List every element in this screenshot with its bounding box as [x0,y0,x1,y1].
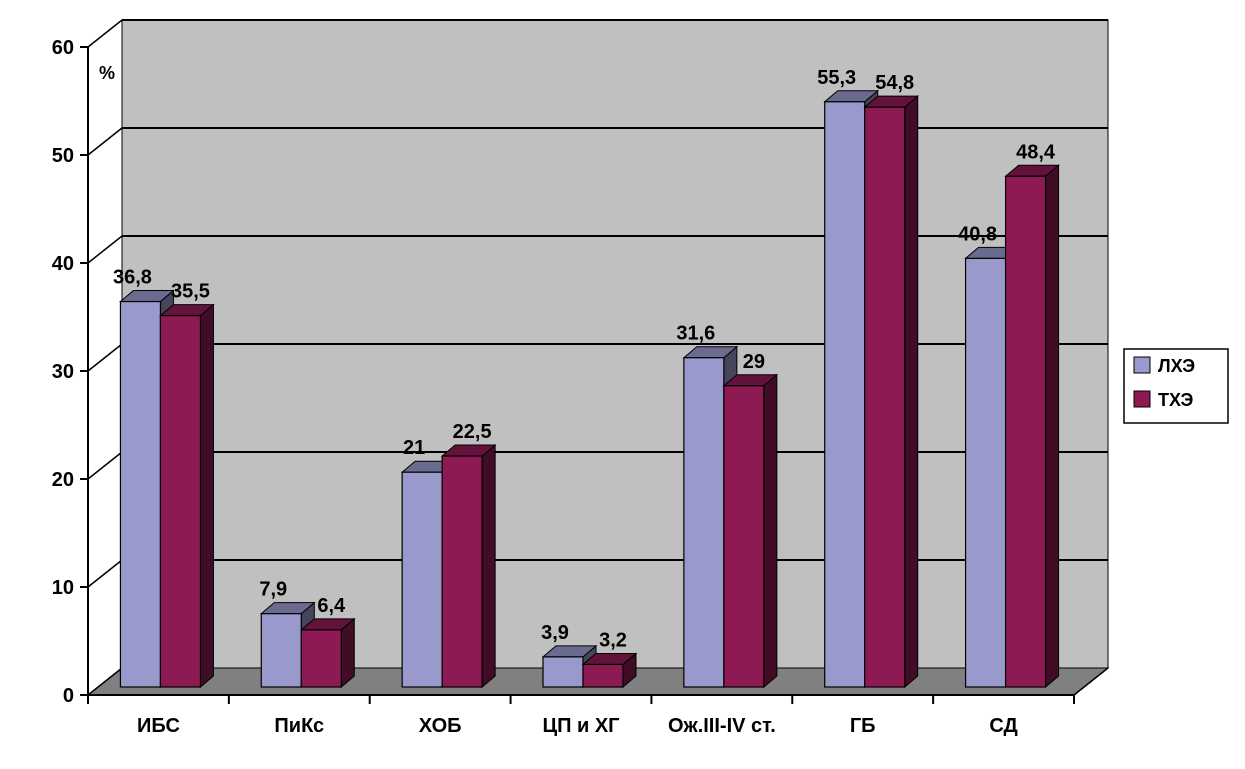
bar-side [199,303,214,689]
y-tick-depth-line [87,559,123,588]
bar-front [683,357,725,688]
data-label: 54,8 [875,72,914,94]
bar [722,373,779,689]
data-label: 48,4 [1016,141,1056,163]
bar-front [824,101,866,688]
y-tick-depth-line [87,343,123,372]
data-label: 29 [743,351,765,373]
data-label: 36,8 [113,267,152,289]
bar [863,95,920,689]
bar-front [159,315,202,688]
y-tick-depth-line [87,127,123,156]
y-tick-depth-line [87,451,123,480]
x-tick-label: СД [989,715,1017,737]
y-tick-depth-line [87,667,123,696]
bar-front [582,663,624,688]
bar [299,617,356,689]
bar-front [542,656,584,688]
y-tick-label: 40 [52,253,74,275]
bar-front [1004,175,1047,688]
bar-front [441,455,483,688]
legend-label: ТХЭ [1158,390,1194,410]
y-tick-label: 60 [52,37,74,59]
bar-side [1045,164,1060,689]
data-label: 6,4 [317,595,346,617]
x-axis-depth-edge [1073,667,1109,696]
data-label: 22,5 [453,421,492,443]
y-tick-label: 0 [63,685,74,707]
y-tick-label: 20 [52,469,74,491]
bar-front [964,257,1007,688]
bar-front [300,629,342,688]
bar [1004,164,1060,689]
x-tick-label: ПиКс [274,715,324,737]
x-tick-label: ИБС [137,715,180,737]
y-unit-label: % [99,63,115,83]
data-label: 40,8 [958,223,997,245]
data-label: 3,2 [599,629,627,651]
bar-side [340,617,355,689]
bar-front [119,300,162,688]
legend: ЛХЭ ТХЭ [1123,348,1229,424]
bar-front [864,106,906,688]
x-tick-label: Ож.III-IV ст. [668,715,776,737]
y-tick-depth-line [87,19,123,48]
legend-swatch [1133,390,1151,408]
y-tick-label: 10 [52,577,74,599]
data-label: 21 [403,437,425,459]
bar [440,443,497,689]
bar-side [763,373,778,689]
data-label: 3,9 [541,622,569,644]
x-tick-label: ГБ [850,715,876,737]
y-tick-label: 30 [52,361,74,383]
bar [581,652,638,689]
data-label: 31,6 [676,323,715,345]
x-tick-label: ЦП и ХГ [542,715,619,737]
bar-side [904,95,919,689]
bar-front [401,471,443,688]
y-tick-label: 50 [52,145,74,167]
data-label: 35,5 [171,281,210,303]
x-tick-label: ХОБ [419,715,462,737]
bar [159,303,215,689]
y-tick-depth-line [87,235,123,264]
legend-label: ЛХЭ [1158,356,1195,376]
legend-swatch [1133,356,1151,374]
bar-side [481,443,496,689]
data-label: 7,9 [259,579,287,601]
bar-front [260,613,302,688]
bar-front [723,385,765,688]
data-label: 55,3 [817,67,856,89]
